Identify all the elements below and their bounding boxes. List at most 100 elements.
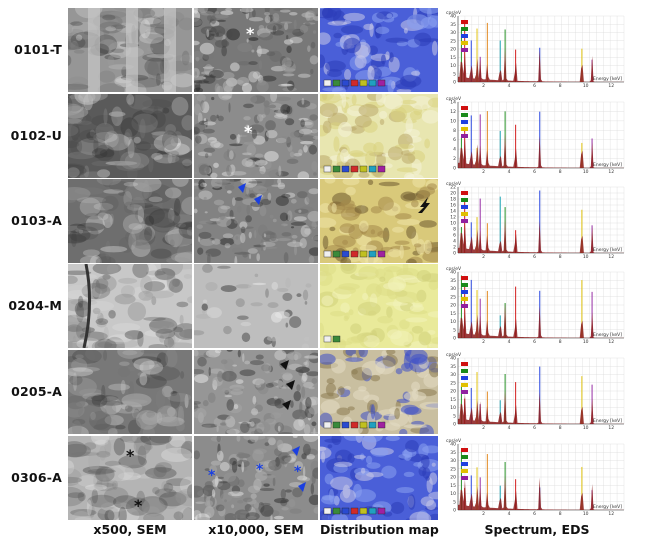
spectrum-ytick: 12 [450,215,456,221]
asterisk-marker: * [246,24,255,43]
element-tag [461,198,468,202]
eds-spectrum-chart: 0 2 4 6 8 10 12 14 16 18 20 22 2 4 6 8 10 12 cps/eV Energy … [444,179,630,263]
element-legend-chip [359,165,368,173]
spectrum-xtick: 8 [559,83,562,89]
sem-x500-texture [68,8,192,92]
element-legend-chip [332,421,341,429]
spectrum-ytick: 0 [453,80,456,86]
spectrum-xtick: 12 [608,425,614,431]
sem-x10000-texture [194,94,318,178]
spectrum-ytick: 40 [450,356,456,362]
spectrum-ytick: 25 [450,38,456,44]
spectrum-ytick: 5 [453,499,456,505]
element-legend-chip [323,335,332,343]
spectrum-xlabel: Energy [keV] [593,418,622,424]
eds-spectrum-chart: 0 5 10 15 20 25 30 35 40 2 4 6 8 10 12 cps/eV Energy [ke… [444,264,630,348]
element-legend-chip [341,165,350,173]
spectrum-xlabel: Energy [keV] [593,332,622,338]
spectrum-xtick: 2 [482,254,485,260]
spectrum-fill [458,47,624,82]
spectrum-ytick: 40 [450,270,456,276]
black-arrow-marker [282,400,291,410]
element-tag [461,134,468,138]
spectrum-xtick: 8 [559,425,562,431]
spectrum-ytick: 30 [450,286,456,292]
spectrum-ytick: 0 [453,251,456,257]
element-legend-chip [377,79,386,87]
spectrum-xtick: 8 [559,169,562,175]
sem-x500-image [68,8,192,92]
element-tag [461,290,468,294]
element-tag [461,390,468,394]
element-tag [461,127,468,131]
spectrum-ytick: 6 [453,137,456,143]
column-label-sem10000: x10,000, SEM [208,522,304,537]
distribution-map-texture [320,350,438,434]
black-arrow-marker [280,360,289,370]
spectrum-xtick: 10 [583,339,589,345]
element-legend-chip [323,165,332,173]
blue-arrow-marker [254,195,262,205]
asterisk-marker: * [244,122,253,141]
spectrum-xtick: 2 [482,169,485,175]
spectrum-xlabel: Energy [keV] [593,76,622,82]
element-tag [461,383,468,387]
spectrum-ytick: 10 [450,405,456,411]
spectrum-ytick: 2 [453,245,456,251]
element-legend-chip [350,79,359,87]
element-legend-chip [323,421,332,429]
spectrum-ylabel: cps/eV [446,266,462,272]
element-legend-chip [377,250,386,258]
sem-x500-texture [68,350,192,434]
spectrum-ytick: 5 [453,71,456,77]
spectrum-xtick: 8 [559,254,562,260]
sem-x500-image [68,436,192,520]
spectrum-ytick: 15 [450,311,456,317]
element-legend-chip [377,507,386,515]
row-label: 0205-A [11,384,62,399]
spectrum-xtick: 6 [533,511,536,517]
element-tag [461,106,468,110]
spectrum-ytick: 30 [450,372,456,378]
element-tag [461,20,468,24]
spectrum-ytick: 25 [450,380,456,386]
spectrum-ytick: 0 [453,166,456,172]
spectrum-xtick: 2 [482,511,485,517]
black-arrow-marker [286,380,295,390]
spectrum-ytick: 10 [450,221,456,227]
element-legend-chip [350,507,359,515]
element-legend-chip [368,79,377,87]
spectrum-xtick: 10 [583,425,589,431]
spectrum-ytick: 15 [450,55,456,61]
spectrum-ytick: 14 [450,100,456,106]
sem-x10000-image [194,264,318,348]
element-tag [461,212,468,216]
distribution-map-texture [320,436,438,520]
blue-arrow-marker [298,482,306,492]
spectrum-xtick: 6 [533,425,536,431]
element-tag [461,113,468,117]
spectrum-ytick: 8 [453,227,456,233]
spectrum-xtick: 6 [533,339,536,345]
spectrum-ytick: 0 [453,336,456,342]
distribution-map-image [320,350,438,434]
spectrum-ytick: 30 [450,30,456,36]
sem-x500-texture [68,179,192,263]
distribution-map-image [320,8,438,92]
element-tag [461,34,468,38]
element-legend-chip [368,165,377,173]
sem-x500-image [68,350,192,434]
spectrum-ytick: 2 [453,156,456,162]
black-arrow-marker [418,197,430,213]
spectrum-xtick: 8 [559,511,562,517]
spectrum-xlabel: Energy [keV] [593,247,622,253]
sem-x10000-image [194,179,318,263]
spectrum-ytick: 0 [453,508,456,514]
spectrum-ytick: 20 [450,475,456,481]
element-legend-chip [350,421,359,429]
spectrum-ytick: 22 [450,185,456,191]
element-legend-chip [341,79,350,87]
element-legend-chip [332,507,341,515]
row-label: 0102-U [10,128,62,143]
spectrum-xtick: 12 [608,83,614,89]
